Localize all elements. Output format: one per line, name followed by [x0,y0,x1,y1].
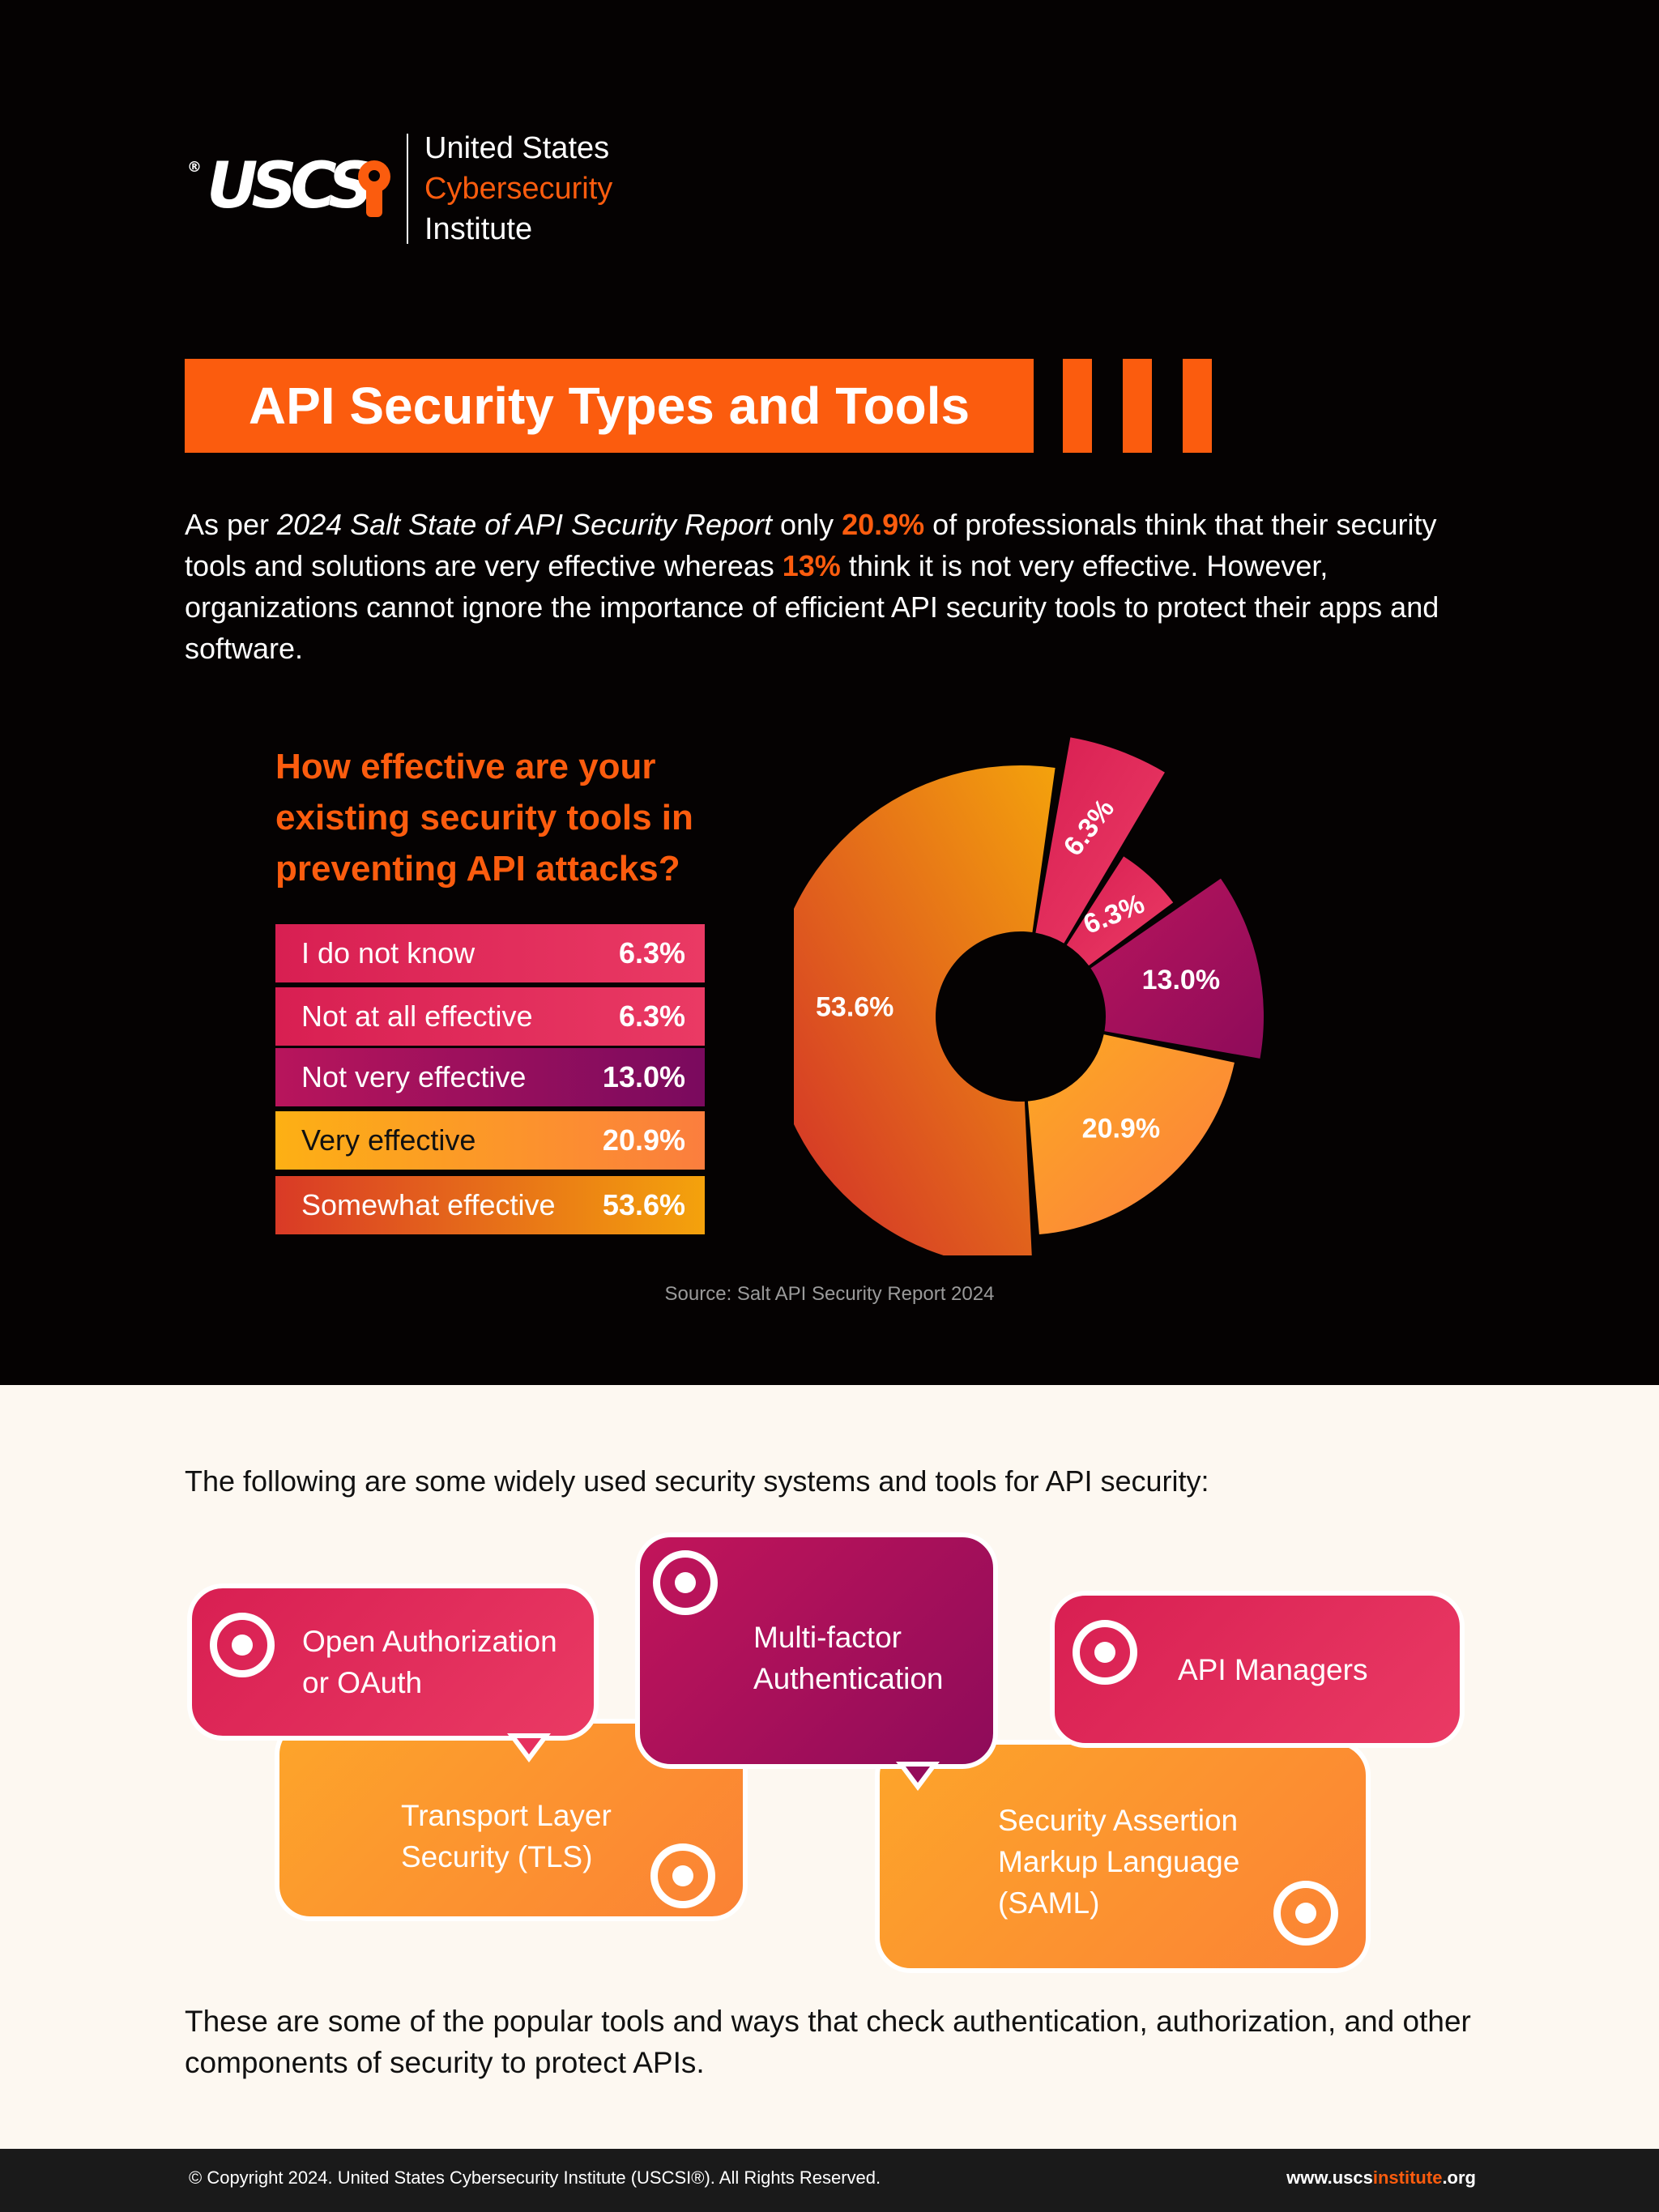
legend-value: 6.3% [618,999,685,1033]
tools-outro: These are some of the popular tools and … [185,2005,1471,2079]
intro-text: only [772,508,842,541]
target-icon [1273,1881,1338,1946]
title-stripe [1183,359,1212,453]
tool-tls-label: Transport Layer Security (TLS) [401,1799,612,1873]
tool-mfa-label: Multi-factor Authentication [753,1621,944,1695]
bubble-pointer [896,1762,940,1791]
logo-line-2: Cybersecurity [424,172,613,206]
legend-label: Not at all effective [301,999,533,1033]
bubble-pointer [507,1733,551,1762]
legend-label: I do not know [301,936,476,970]
chart-question: How effective are your existing security… [275,747,693,889]
title-stripe [1063,359,1092,453]
registered-mark: ® [187,159,202,176]
title-stripe [1123,359,1152,453]
slice-label: 20.9% [1082,1114,1160,1144]
legend-label: Somewhat effective [301,1188,556,1221]
pie-slice [1035,737,1165,944]
target-icon [210,1613,275,1677]
legend-value: 6.3% [618,936,685,970]
legend-item: Not at all effective 6.3% [275,987,705,1046]
page-title: API Security Types and Tools [248,377,970,435]
tool-bubble-tls: Transport Layer Security (TLS) [275,1719,748,1921]
legend-value: 53.6% [602,1188,685,1221]
tool-bubble-mfa: Multi-factor Authentication [635,1532,998,1769]
pie-slice [1090,878,1264,1059]
copyright-text: © Copyright 2024. United States Cybersec… [189,2167,881,2188]
tool-bubble-oauth: Open Authorization or OAuth [187,1583,599,1741]
pie-slice [1066,856,1174,966]
legend-item: Not very effective 13.0% [275,1048,705,1106]
legend-label: Very effective [301,1123,476,1157]
legend-item: I do not know 6.3% [275,924,705,982]
report-name: 2024 Salt State of API Security Report [277,508,773,541]
tool-bubble-saml: Security Assertion Markup Language (SAML… [875,1740,1371,1973]
pie-slice [794,765,1056,1255]
footer-bar [0,2149,1659,2212]
target-icon [1073,1620,1137,1685]
legend-label: Not very effective [301,1060,527,1093]
legend-value: 20.9% [602,1123,685,1157]
chart-source: Source: Salt API Security Report 2024 [664,1283,995,1305]
site-accent: institute [1372,2167,1443,2188]
intro-text: of professionals think that their securi… [185,508,1437,582]
legend-item: Very effective 20.9% [275,1111,705,1170]
intro-paragraph: As per 2024 Salt State of API Security R… [185,504,1481,669]
logo-mark: USCS [207,150,373,223]
logo-line-1: United States [424,131,610,165]
intro-text: think it is not very effective. However,… [185,549,1439,665]
tool-api-managers-label: API Managers [1178,1653,1368,1686]
logo-divider [407,134,408,244]
target-icon [650,1843,715,1908]
title-banner: API Security Types and Tools [185,359,1034,453]
highlight-very-effective: 20.9% [842,508,925,541]
tool-saml-label: Security Assertion Markup Language (SAML… [998,1804,1240,1920]
logo-line-3: Institute [424,212,533,246]
legend-value: 13.0% [602,1060,685,1093]
legend-item: Somewhat effective 53.6% [275,1176,705,1234]
website-link[interactable]: www.uscsinstitute.org [1286,2167,1476,2189]
site-text: www.uscs [1286,2167,1373,2188]
keyhole-icon [358,160,390,217]
highlight-not-very-effective: 13% [782,549,841,582]
target-icon [653,1550,718,1615]
tool-bubble-api-managers: API Managers [1050,1591,1465,1748]
donut-chart: 6.3%6.3%13.0%20.9%53.6% [794,737,1264,1255]
tools-lead: The following are some widely used secur… [185,1464,1209,1498]
intro-text: As per [185,508,278,541]
tool-oauth-label: Open Authorization or OAuth [302,1625,557,1699]
site-text: .org [1442,2167,1476,2188]
slice-label: 13.0% [1142,965,1220,995]
pie-slice [1027,1034,1235,1235]
slice-label: 53.6% [816,992,893,1023]
